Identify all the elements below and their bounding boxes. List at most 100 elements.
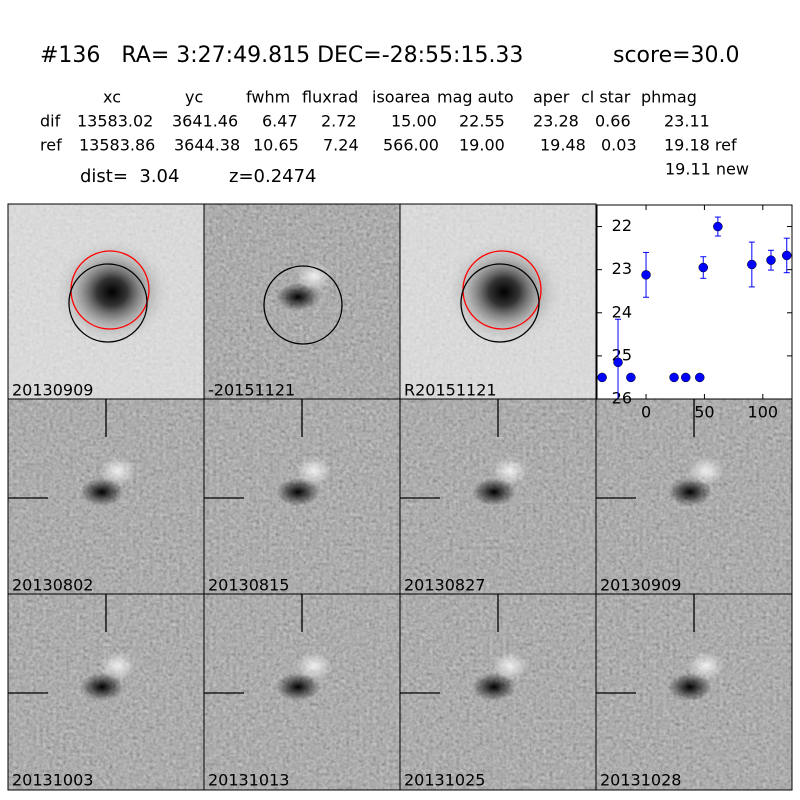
aperture bbox=[263, 265, 343, 345]
table-cell: 2.72 bbox=[321, 112, 357, 131]
stamp: -20151121 bbox=[203, 203, 401, 401]
dark-spot bbox=[80, 478, 124, 506]
stamp: 20131013 bbox=[203, 593, 401, 791]
stamp-label: 20130827 bbox=[404, 576, 485, 595]
dark-spot bbox=[472, 478, 516, 506]
bright-spot bbox=[492, 652, 528, 680]
point bbox=[680, 372, 691, 383]
table-cell: 7.24 bbox=[323, 136, 359, 155]
point bbox=[698, 262, 709, 273]
stamp: 20131028 bbox=[595, 593, 793, 791]
stamp-label: 20131028 bbox=[600, 771, 681, 790]
column-header: mag auto bbox=[437, 88, 514, 107]
title: #136 RA= 3:27:49.815 DEC=-28:55:15.33 bbox=[40, 43, 523, 68]
point bbox=[669, 372, 679, 383]
point bbox=[781, 250, 792, 261]
bright-spot bbox=[100, 457, 136, 485]
column-header: yc bbox=[185, 88, 203, 107]
stamp-label: -20151121 bbox=[208, 381, 295, 400]
stamp-label: 20130802 bbox=[12, 576, 93, 595]
table-cell: ref bbox=[40, 136, 62, 155]
bright-spot bbox=[688, 652, 724, 680]
stamp-label: R20151121 bbox=[404, 381, 497, 400]
bright-spot bbox=[492, 457, 528, 485]
galaxy bbox=[52, 237, 172, 347]
aperture bbox=[68, 263, 148, 343]
stamp-label: 20130909 bbox=[600, 576, 681, 595]
column-header: phmag bbox=[641, 88, 697, 107]
dark-spot bbox=[276, 283, 320, 311]
point bbox=[747, 259, 757, 270]
column-header: fwhm bbox=[246, 88, 290, 107]
stamp-label: 20131003 bbox=[12, 771, 93, 790]
bright-spot bbox=[688, 457, 724, 485]
dark-spot bbox=[668, 673, 712, 701]
stamp-label: 20130909 bbox=[12, 381, 93, 400]
x-tick-label: 100 bbox=[748, 403, 779, 422]
y-tick-label: 22 bbox=[612, 216, 632, 235]
stamp: 20130815 bbox=[203, 398, 401, 596]
dark-spot bbox=[668, 478, 712, 506]
table-cell: 566.00 bbox=[383, 136, 439, 155]
bright-spot bbox=[296, 457, 332, 485]
plot-bg bbox=[597, 205, 792, 399]
stamp-label: 20131025 bbox=[404, 771, 485, 790]
table-cell: 23.28 bbox=[533, 112, 579, 131]
dist: dist= 3.04 bbox=[80, 166, 179, 187]
stamp: 20131025 bbox=[399, 593, 597, 791]
stamp: 20130827 bbox=[399, 398, 597, 596]
table-cell: 19.00 bbox=[459, 136, 505, 155]
table-cell: 22.55 bbox=[459, 112, 505, 131]
stamp: R20151121 bbox=[399, 203, 597, 401]
dark-spot bbox=[80, 673, 124, 701]
table-cell: 3641.46 bbox=[172, 112, 238, 131]
point bbox=[713, 221, 723, 232]
column-header: cl star bbox=[581, 88, 631, 107]
table-cell: 13583.86 bbox=[79, 136, 155, 155]
column-header: aper bbox=[533, 88, 570, 107]
table-cell: 15.00 bbox=[391, 112, 437, 131]
table-cell: 19.18 ref bbox=[664, 136, 737, 155]
point bbox=[641, 270, 651, 280]
table-cell: 6.47 bbox=[262, 112, 298, 131]
plot-frame bbox=[596, 204, 793, 400]
column-header: isoarea bbox=[372, 88, 430, 107]
stamp-label: 20130815 bbox=[208, 576, 289, 595]
x-tick-label: 0 bbox=[641, 403, 651, 422]
y-tick-label: 23 bbox=[612, 259, 632, 278]
x-tick-label: 50 bbox=[694, 403, 714, 422]
point bbox=[766, 255, 776, 265]
point bbox=[626, 372, 636, 383]
table-cell: 0.66 bbox=[595, 112, 631, 131]
point bbox=[695, 372, 705, 383]
table-cell: 0.03 bbox=[601, 136, 637, 155]
dark-spot bbox=[276, 673, 320, 701]
dark-spot bbox=[276, 478, 320, 506]
table-cell: 3644.38 bbox=[174, 136, 240, 155]
point bbox=[597, 372, 607, 383]
stamp: 20130802 bbox=[7, 398, 205, 596]
y-tick-label: 26 bbox=[612, 389, 632, 408]
dark-spot bbox=[472, 673, 516, 701]
stamp-label: 20131013 bbox=[208, 771, 289, 790]
stamp: 20130909 bbox=[595, 398, 793, 596]
column-header: fluxrad bbox=[302, 88, 358, 107]
points bbox=[597, 216, 792, 399]
stamp: 20130909 bbox=[7, 203, 205, 401]
table-cell: 10.65 bbox=[253, 136, 299, 155]
table-cell: 19.48 bbox=[540, 136, 586, 155]
extra: 19.11 new bbox=[665, 160, 749, 179]
bright-spot bbox=[296, 262, 332, 290]
galaxy bbox=[444, 237, 564, 347]
table-cell: 23.11 bbox=[664, 112, 710, 131]
bright-spot bbox=[100, 652, 136, 680]
table-cell: dif bbox=[40, 112, 61, 131]
y-tick-label: 24 bbox=[612, 302, 632, 321]
stamp-frame bbox=[595, 593, 793, 791]
redshift: z=0.2474 bbox=[229, 166, 317, 187]
table-cell: 13583.02 bbox=[77, 112, 153, 131]
bright-spot bbox=[296, 652, 332, 680]
point bbox=[613, 357, 623, 368]
